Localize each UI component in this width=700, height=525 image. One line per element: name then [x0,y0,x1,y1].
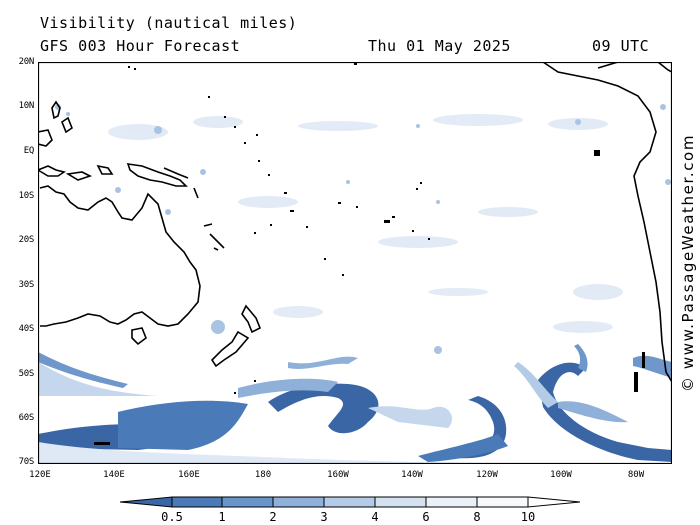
legend-tick-5: 6 [422,510,429,524]
lat-label-60s: 60S [18,413,35,423]
legend-tick-3: 3 [320,510,327,524]
legend-swatch-8 [527,496,581,508]
legend-tick-0: 0.5 [161,510,183,524]
legend-tick-7: 10 [521,510,535,524]
island-dots [94,62,645,445]
light-haze-areas [108,114,623,333]
legend-swatch-6 [425,496,478,508]
lon-label-160w: 160W [327,470,349,480]
lon-label-140w: 140W [401,470,423,480]
lat-label-30s: 30S [18,280,35,290]
forecast-label: GFS 003 Hour Forecast [40,37,241,55]
legend-swatch-1 [171,496,223,508]
lon-label-120w: 120W [476,470,498,480]
lat-label-10n: 10N [18,101,35,111]
watermark: © www.PassageWeather.com [679,133,697,393]
lon-label-140e: 140E [103,470,125,480]
legend-swatch-2 [221,496,274,508]
legend-swatch-0 [119,496,173,508]
legend-swatch-7 [476,496,529,508]
legend-tick-4: 4 [371,510,378,524]
lat-label-20s: 20S [18,235,35,245]
forecast-date: Thu 01 May 2025 [368,37,511,55]
visibility-map [38,62,672,464]
land-outlines [38,62,672,383]
legend-swatch-4 [323,496,376,508]
legend-tick-1: 1 [218,510,225,524]
lat-label-10s: 10S [18,191,35,201]
lon-label-120e: 120E [29,470,51,480]
legend-tick-6: 8 [473,510,480,524]
map-title: Visibility (nautical miles) [40,14,298,32]
lon-label-160e: 160E [178,470,200,480]
legend-swatch-3 [272,496,325,508]
lat-label-20n: 20N [18,57,35,67]
legend-tick-2: 2 [269,510,276,524]
lat-label-eq: EQ [23,146,35,156]
forecast-time: 09 UTC [592,37,650,55]
lon-label-80w: 80W [627,470,645,480]
lon-label-100w: 100W [550,470,572,480]
legend-swatch-5 [374,496,427,508]
lat-label-40s: 40S [18,324,35,334]
lat-label-50s: 50S [18,369,35,379]
lon-label-180: 180 [254,470,272,480]
lat-label-70s: 70S [18,457,35,467]
map-frame [38,62,672,464]
